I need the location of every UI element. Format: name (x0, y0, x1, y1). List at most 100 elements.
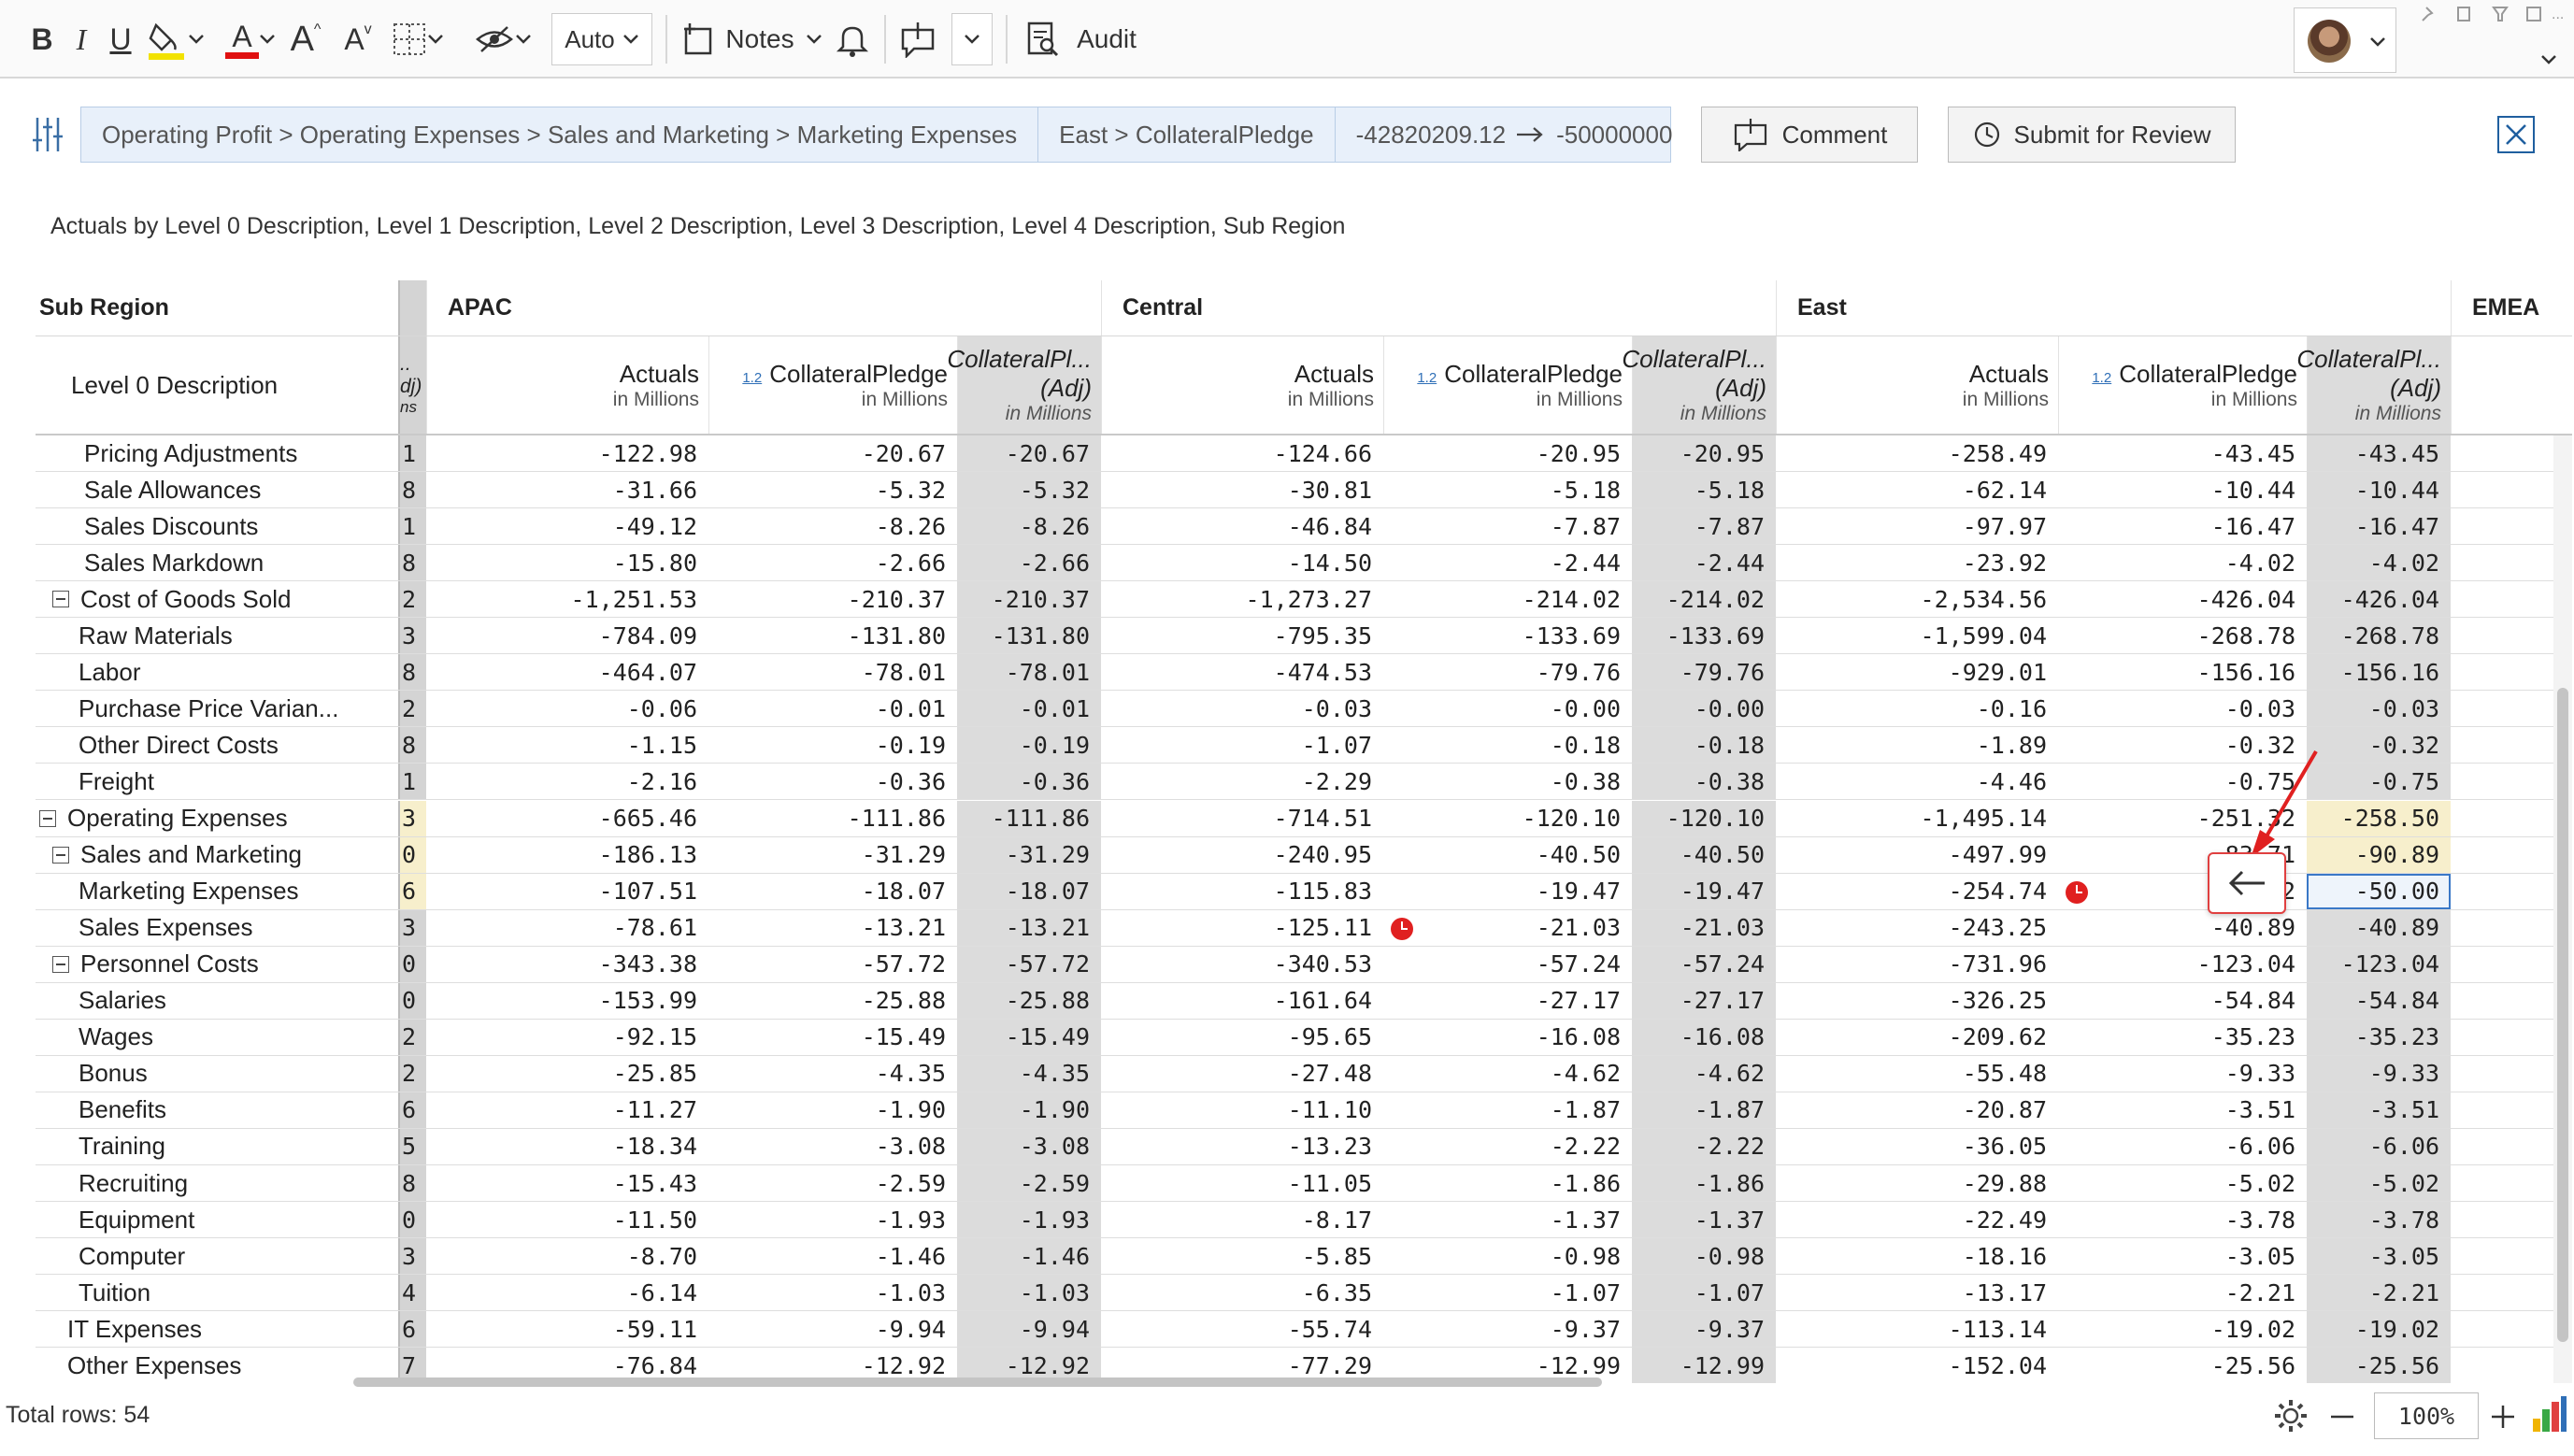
value-cell[interactable]: -54.84 (2210, 987, 2295, 1015)
value-cell[interactable]: -0.32 (2224, 731, 2295, 759)
value-cell[interactable]: -18.16 (1962, 1242, 2047, 1270)
value-cell[interactable]: -464.07 (598, 658, 697, 686)
value-cell[interactable]: -11.27 (612, 1096, 697, 1124)
stub-cell[interactable]: 8 (398, 727, 426, 764)
value-cell[interactable]: -36.05 (1962, 1133, 2047, 1161)
region-header-east[interactable]: East (1776, 280, 2451, 335)
value-cell[interactable]: -2.44 (1550, 549, 1621, 577)
value-cell[interactable]: -240.95 (1273, 841, 1372, 869)
value-cell[interactable]: -62.14 (1962, 476, 2047, 504)
value-cell[interactable]: -9.33 (2224, 1060, 2295, 1088)
value-cell[interactable]: -20.95 (1632, 435, 1776, 471)
submit-for-review-button[interactable]: Submit for Review (1948, 107, 2236, 163)
value-cell[interactable]: -1.93 (957, 1202, 1101, 1238)
value-cell[interactable]: -214.02 (1522, 585, 1621, 613)
value-cell[interactable]: -2.44 (1632, 545, 1776, 581)
value-cell[interactable]: -27.17 (1536, 987, 1621, 1015)
value-cell[interactable]: -1.07 (1632, 1275, 1776, 1311)
value-cell[interactable]: -210.37 (957, 581, 1101, 618)
value-cell[interactable]: -3.51 (2224, 1096, 2295, 1124)
value-cell[interactable]: -13.17 (1962, 1278, 2047, 1306)
value-cell[interactable]: -2.21 (2224, 1278, 2295, 1306)
value-cell[interactable]: -123.04 (2307, 946, 2451, 982)
revert-value-button[interactable] (2208, 852, 2286, 914)
value-cell[interactable]: -18.34 (612, 1133, 697, 1161)
value-cell[interactable]: -15.49 (861, 1023, 946, 1051)
value-cell[interactable]: -57.72 (957, 946, 1101, 982)
comment-button[interactable]: Comment (1701, 107, 1918, 163)
value-cell[interactable]: -19.02 (2307, 1311, 2451, 1348)
measure-header-collateral-apac[interactable]: 1.2 CollateralPledge in Millions (708, 336, 957, 434)
row-label[interactable]: Operating Expenses (36, 801, 398, 836)
value-cell[interactable]: -9.94 (957, 1311, 1101, 1348)
value-cell[interactable]: -31.29 (861, 841, 946, 869)
value-cell[interactable]: -4.62 (1632, 1055, 1776, 1092)
stub-cell[interactable]: 1 (398, 435, 426, 471)
row-label[interactable]: Training (36, 1129, 398, 1164)
row-label[interactable]: Equipment (36, 1202, 398, 1237)
value-cell[interactable]: -0.01 (957, 691, 1101, 727)
stub-cell[interactable]: 6 (398, 1092, 426, 1128)
measure-header-adj-east[interactable]: CollateralPl... (Adj) in Millions (2296, 336, 2451, 434)
value-cell[interactable]: -4.62 (1550, 1060, 1621, 1088)
value-cell[interactable]: -9.37 (1632, 1311, 1776, 1348)
value-cell[interactable]: -20.67 (861, 439, 946, 467)
value-cell[interactable]: -6.35 (1301, 1278, 1372, 1306)
value-cell[interactable]: -5.02 (2307, 1165, 2451, 1201)
value-cell[interactable]: -12.99 (1632, 1348, 1776, 1383)
value-cell[interactable]: -153.99 (598, 987, 697, 1015)
row-label[interactable]: Other Expenses (36, 1348, 398, 1383)
value-cell[interactable]: -6.14 (626, 1278, 697, 1306)
row-label[interactable]: Other Direct Costs (36, 727, 398, 763)
value-cell[interactable]: -2.66 (957, 545, 1101, 581)
value-cell[interactable]: -268.78 (2196, 621, 2295, 649)
value-cell[interactable]: -8.26 (875, 512, 946, 540)
value-cell[interactable]: -161.64 (1273, 987, 1372, 1015)
value-cell[interactable]: -13.23 (1287, 1133, 1372, 1161)
value-cell[interactable]: -77.29 (1287, 1351, 1372, 1379)
value-cell[interactable]: -0.38 (1632, 764, 1776, 800)
value-cell[interactable]: -16.08 (1632, 1019, 1776, 1055)
value-cell[interactable]: -131.80 (847, 621, 946, 649)
value-cell[interactable]: -40.50 (1536, 841, 1621, 869)
value-cell[interactable]: -11.05 (1287, 1169, 1372, 1197)
value-cell[interactable]: -125.11 (1273, 914, 1372, 942)
stub-cell[interactable]: 2 (398, 691, 426, 727)
value-cell[interactable]: -31.66 (612, 476, 697, 504)
value-cell[interactable]: -784.09 (598, 621, 697, 649)
notes-button[interactable]: Notes (680, 13, 822, 65)
row-label[interactable]: IT Expenses (36, 1311, 398, 1347)
comment-options-dropdown[interactable] (951, 13, 993, 65)
value-cell[interactable]: -120.10 (1632, 800, 1776, 836)
value-cell[interactable]: -9.94 (875, 1315, 946, 1343)
value-cell[interactable]: -15.80 (612, 549, 697, 577)
value-cell[interactable]: -731.96 (1948, 950, 2047, 978)
value-cell[interactable]: -30.81 (1287, 476, 1372, 504)
hide-button[interactable] (467, 13, 538, 65)
value-cell[interactable]: -1.37 (1550, 1206, 1621, 1234)
value-cell[interactable]: -0.18 (1550, 731, 1621, 759)
value-cell[interactable]: -1,251.53 (570, 585, 697, 613)
value-cell[interactable]: -1.15 (626, 731, 697, 759)
value-cell[interactable]: -27.48 (1287, 1060, 1372, 1088)
value-cell[interactable]: -55.48 (1962, 1060, 2047, 1088)
value-cell[interactable]: -18.07 (861, 878, 946, 906)
value-cell[interactable]: -1.90 (875, 1096, 946, 1124)
stub-cell[interactable]: 8 (398, 472, 426, 508)
value-cell[interactable]: -78.01 (957, 654, 1101, 691)
measure-header-collateral-east[interactable]: 1.2 CollateralPledge in Millions (2058, 336, 2307, 434)
row-label[interactable]: Bonus (36, 1056, 398, 1092)
value-cell[interactable]: -78.61 (612, 914, 697, 942)
value-cell[interactable]: -12.92 (861, 1351, 946, 1379)
value-cell[interactable]: -795.35 (1273, 621, 1372, 649)
row-label[interactable]: Purchase Price Varian... (36, 691, 398, 726)
value-cell[interactable]: -1,273.27 (1245, 585, 1372, 613)
level-0-header[interactable]: Level 0 Description (71, 370, 279, 399)
value-cell[interactable]: -35.23 (2307, 1019, 2451, 1055)
row-label[interactable]: Salaries (36, 983, 398, 1019)
stub-cell[interactable]: 6 (398, 1311, 426, 1348)
value-cell[interactable]: -6.06 (2224, 1133, 2295, 1161)
collapse-icon[interactable] (52, 955, 69, 973)
value-cell[interactable]: -19.47 (1632, 873, 1776, 909)
collapse-icon[interactable] (52, 846, 69, 864)
